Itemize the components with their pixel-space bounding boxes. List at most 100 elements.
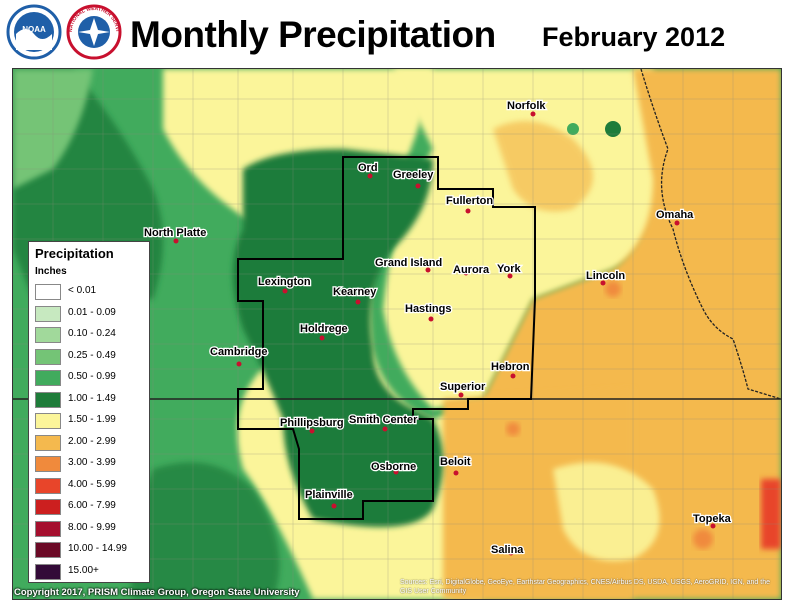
legend-item: 1.00 - 1.49 — [35, 390, 145, 409]
legend-label: 0.10 - 0.24 — [68, 328, 116, 339]
svg-text:Lexington: Lexington — [258, 276, 311, 288]
legend-label: 10.00 - 14.99 — [68, 543, 127, 554]
svg-text:Greeley: Greeley — [393, 169, 434, 181]
legend-swatch — [35, 370, 61, 386]
legend-label: 0.50 - 0.99 — [68, 371, 116, 382]
svg-text:Cambridge: Cambridge — [210, 346, 267, 358]
legend-label: < 0.01 — [68, 285, 97, 296]
city-grand-island[interactable]: Grand Island — [374, 256, 444, 273]
city-lexington[interactable]: Lexington — [257, 275, 312, 294]
legend-swatch — [35, 456, 61, 472]
legend-swatch — [35, 499, 61, 515]
legend-label: 8.00 - 9.99 — [68, 521, 116, 533]
svg-text:Salina: Salina — [491, 544, 524, 556]
green-patch — [605, 121, 621, 137]
svg-text:York: York — [497, 263, 522, 275]
city-hastings[interactable]: Hastings — [404, 302, 453, 322]
river-boundary — [640, 69, 781, 400]
svg-text:Norfolk: Norfolk — [507, 100, 546, 112]
city-greeley[interactable]: Greeley — [392, 168, 436, 189]
map-canvas: Ord Greeley Norfolk Fullerton North Plat… — [13, 69, 781, 599]
city-york[interactable]: York — [496, 262, 523, 279]
svg-text:Plainville: Plainville — [305, 489, 353, 501]
noaa-logo: NOAA — [6, 4, 62, 60]
legend-label: 2.00 - 2.99 — [68, 435, 116, 447]
svg-text:Grand Island: Grand Island — [375, 257, 442, 269]
city-hebron[interactable]: Hebron — [490, 360, 531, 379]
legend-swatch — [35, 348, 61, 365]
legend-item: 1.50 - 1.99 — [35, 411, 145, 430]
legend-item: 8.00 - 9.99 — [35, 519, 145, 538]
legend-item: 15.00+ — [35, 562, 145, 581]
city-omaha[interactable]: Omaha — [655, 208, 695, 226]
city-lincoln[interactable]: Lincoln — [585, 269, 627, 286]
city-superior[interactable]: Superior — [439, 380, 487, 398]
legend-label: 4.00 - 5.99 — [68, 478, 116, 490]
svg-text:Fullerton: Fullerton — [446, 195, 493, 207]
svg-text:Lincoln: Lincoln — [586, 270, 625, 282]
heavy-patch-east — [761, 479, 781, 549]
svg-text:Ord: Ord — [358, 162, 378, 174]
legend-item: 0.10 - 0.24 — [35, 325, 145, 344]
svg-text:Phillipsburg: Phillipsburg — [280, 417, 344, 429]
city-plainville[interactable]: Plainville — [304, 488, 354, 509]
precipitation-map: Ord Greeley Norfolk Fullerton North Plat… — [12, 68, 782, 600]
city-phillipsburg[interactable]: Phillipsburg — [279, 416, 345, 434]
legend-swatch — [35, 284, 61, 300]
svg-text:Hastings: Hastings — [405, 303, 451, 315]
svg-text:Smith Center: Smith Center — [349, 414, 418, 426]
header: NOAA NATIONAL WEATHER SERVICE Monthly Pr… — [0, 0, 792, 68]
legend-item: 0.25 - 0.49 — [35, 347, 145, 366]
heavy-patch — [693, 529, 713, 549]
legend-label: 1.00 - 1.49 — [68, 392, 116, 404]
nws-logo: NATIONAL WEATHER SERVICE — [66, 4, 122, 60]
legend-title: Precipitation — [35, 246, 114, 261]
legend-swatch — [35, 434, 61, 451]
green-patch — [567, 123, 579, 135]
city-north-platte[interactable]: North Platte — [143, 226, 208, 244]
legend-swatch — [35, 563, 61, 580]
legend-item: < 0.01 — [35, 282, 145, 301]
legend-label: 0.01 - 0.09 — [68, 306, 116, 318]
svg-text:Holdrege: Holdrege — [300, 323, 348, 335]
legend-swatch — [35, 413, 61, 429]
svg-text:Omaha: Omaha — [656, 209, 694, 221]
legend-swatch — [35, 305, 61, 322]
copyright: Copyright 2017, PRISM Climate Group, Ore… — [14, 587, 300, 598]
orange-patch-norfolk — [493, 121, 593, 212]
city-topeka[interactable]: Topeka — [692, 512, 733, 529]
legend-item: 3.00 - 3.99 — [35, 454, 145, 473]
city-kearney[interactable]: Kearney — [332, 285, 379, 305]
city-salina[interactable]: Salina — [490, 543, 526, 558]
legend-label: 3.00 - 3.99 — [68, 457, 116, 468]
city-holdrege[interactable]: Holdrege — [299, 322, 349, 341]
city-smith-center[interactable]: Smith Center — [348, 413, 419, 432]
svg-text:Osborne: Osborne — [371, 461, 416, 473]
legend-swatch — [35, 477, 61, 494]
svg-text:Superior: Superior — [440, 381, 486, 393]
city-ord[interactable]: Ord — [357, 161, 379, 179]
legend-item: 0.01 - 0.09 — [35, 304, 145, 323]
legend-label: 15.00+ — [68, 564, 99, 576]
legend-swatch — [35, 391, 61, 408]
svg-text:Kearney: Kearney — [333, 286, 377, 298]
legend-swatch — [35, 542, 61, 558]
heavy-patch — [605, 281, 621, 297]
city-fullerton[interactable]: Fullerton — [445, 194, 495, 214]
legend-swatch — [35, 520, 61, 537]
city-markers: Ord Greeley Norfolk Fullerton North Plat… — [143, 99, 733, 558]
svg-text:NOAA: NOAA — [22, 25, 46, 34]
heavy-patch — [506, 422, 520, 436]
legend-label: 1.50 - 1.99 — [68, 414, 116, 425]
legend-units: Inches — [35, 266, 67, 277]
city-aurora[interactable]: Aurora — [452, 263, 492, 278]
city-norfolk[interactable]: Norfolk — [506, 99, 548, 117]
city-cambridge[interactable]: Cambridge — [209, 345, 269, 367]
map-sources: Sources: Esri, DigitalGlobe, GeoEye, Ear… — [400, 579, 770, 595]
city-beloit[interactable]: Beloit — [439, 455, 472, 476]
dark-green-core — [233, 149, 443, 527]
legend-swatch — [35, 327, 61, 343]
svg-text:Hebron: Hebron — [491, 361, 530, 373]
map-title: Monthly Precipitation — [130, 14, 496, 55]
city-osborne[interactable]: Osborne — [370, 460, 418, 475]
